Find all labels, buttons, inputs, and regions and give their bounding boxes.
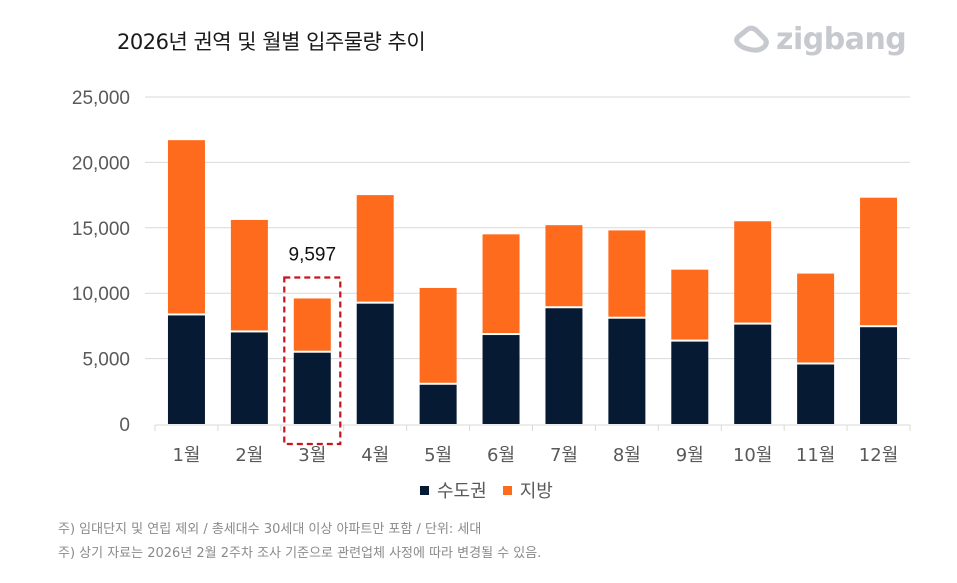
bar-capital-8	[608, 318, 646, 424]
zigbang-logo-icon	[734, 25, 769, 53]
bar-regional-3	[293, 298, 331, 351]
bar-regional-9	[671, 269, 709, 340]
y-axis-ticks: 0 5,000 10,000 15,000 20,000 25,000	[72, 88, 130, 436]
y-tick-label: 25,000	[72, 88, 130, 109]
bar-capital-3	[293, 352, 331, 424]
bar-regional-1	[167, 140, 205, 314]
bar-regional-2	[230, 219, 268, 331]
x-tick-label: 8월	[613, 445, 641, 466]
y-tick-label: 15,000	[72, 219, 130, 240]
y-tick-label: 0	[119, 415, 130, 436]
legend-item-capital: 수도권	[420, 477, 487, 503]
legend-item-regional: 지방	[502, 477, 553, 503]
y-tick-label: 10,000	[72, 284, 130, 305]
bar-regional-10	[734, 221, 772, 323]
legend-label-capital: 수도권	[437, 481, 487, 502]
gridlines	[145, 96, 910, 360]
legend-label-regional: 지방	[519, 481, 553, 502]
bar-capital-2	[230, 332, 268, 424]
bar-regional-7	[545, 225, 583, 307]
x-tick-label: 5월	[424, 445, 452, 466]
bar-regional-12	[860, 197, 898, 326]
x-tick-label: 2월	[235, 445, 263, 466]
x-tick-label: 7월	[550, 445, 578, 466]
x-tick-label: 1월	[172, 445, 200, 466]
annotations: 9,597	[283, 244, 342, 446]
x-tick-label: 6월	[487, 445, 515, 466]
x-tick-label: 3월	[298, 445, 326, 466]
legend-swatch-capital	[420, 485, 429, 495]
x-tick-label: 9월	[676, 445, 704, 466]
x-tick-label: 4월	[361, 445, 389, 466]
bar-capital-7	[545, 308, 583, 424]
x-tick-label: 11월	[796, 445, 835, 466]
legend-swatch-regional	[502, 485, 512, 495]
bar-capital-12	[860, 327, 898, 424]
chart-title: 2026년 권역 및 월별 입주물량 추이	[117, 30, 426, 54]
y-tick-label: 5,000	[82, 350, 130, 371]
brand-logo: zigbang	[732, 22, 907, 57]
legend: 수도권 지방	[420, 477, 563, 503]
x-tick-label: 10월	[733, 445, 772, 466]
bar-capital-4	[356, 303, 394, 424]
bar-regional-6	[482, 234, 520, 334]
footnote: 주) 임대단지 및 연립 제외 / 총세대수 30세대 이상 아파트만 포함 /…	[58, 522, 482, 537]
data-label: 9,597	[289, 244, 337, 265]
bar-regional-11	[797, 273, 835, 363]
bar-capital-9	[671, 341, 709, 424]
bar-capital-6	[482, 335, 520, 424]
x-tick-label: 12월	[859, 445, 898, 466]
bar-regional-4	[356, 195, 394, 302]
brand-name: zigbang	[776, 22, 907, 57]
x-axis: 1월 2월 3월 4월 5월 6월 7월 8월 9월 10월 11월 12월	[154, 424, 911, 466]
bar-capital-5	[419, 384, 457, 424]
highlight-box	[283, 276, 342, 446]
bar-capital-1	[167, 315, 205, 424]
bars	[167, 140, 898, 424]
bar-capital-10	[734, 324, 772, 424]
footnote: 주) 상기 자료는 2026년 2월 2주차 조사 기준으로 관련업체 사정에 …	[58, 546, 542, 561]
bar-regional-8	[608, 230, 646, 317]
bar-capital-11	[797, 364, 835, 424]
footnotes: 주) 임대단지 및 연립 제외 / 총세대수 30세대 이상 아파트만 포함 /…	[58, 518, 541, 566]
bar-regional-5	[419, 287, 457, 383]
y-tick-label: 20,000	[72, 153, 130, 174]
